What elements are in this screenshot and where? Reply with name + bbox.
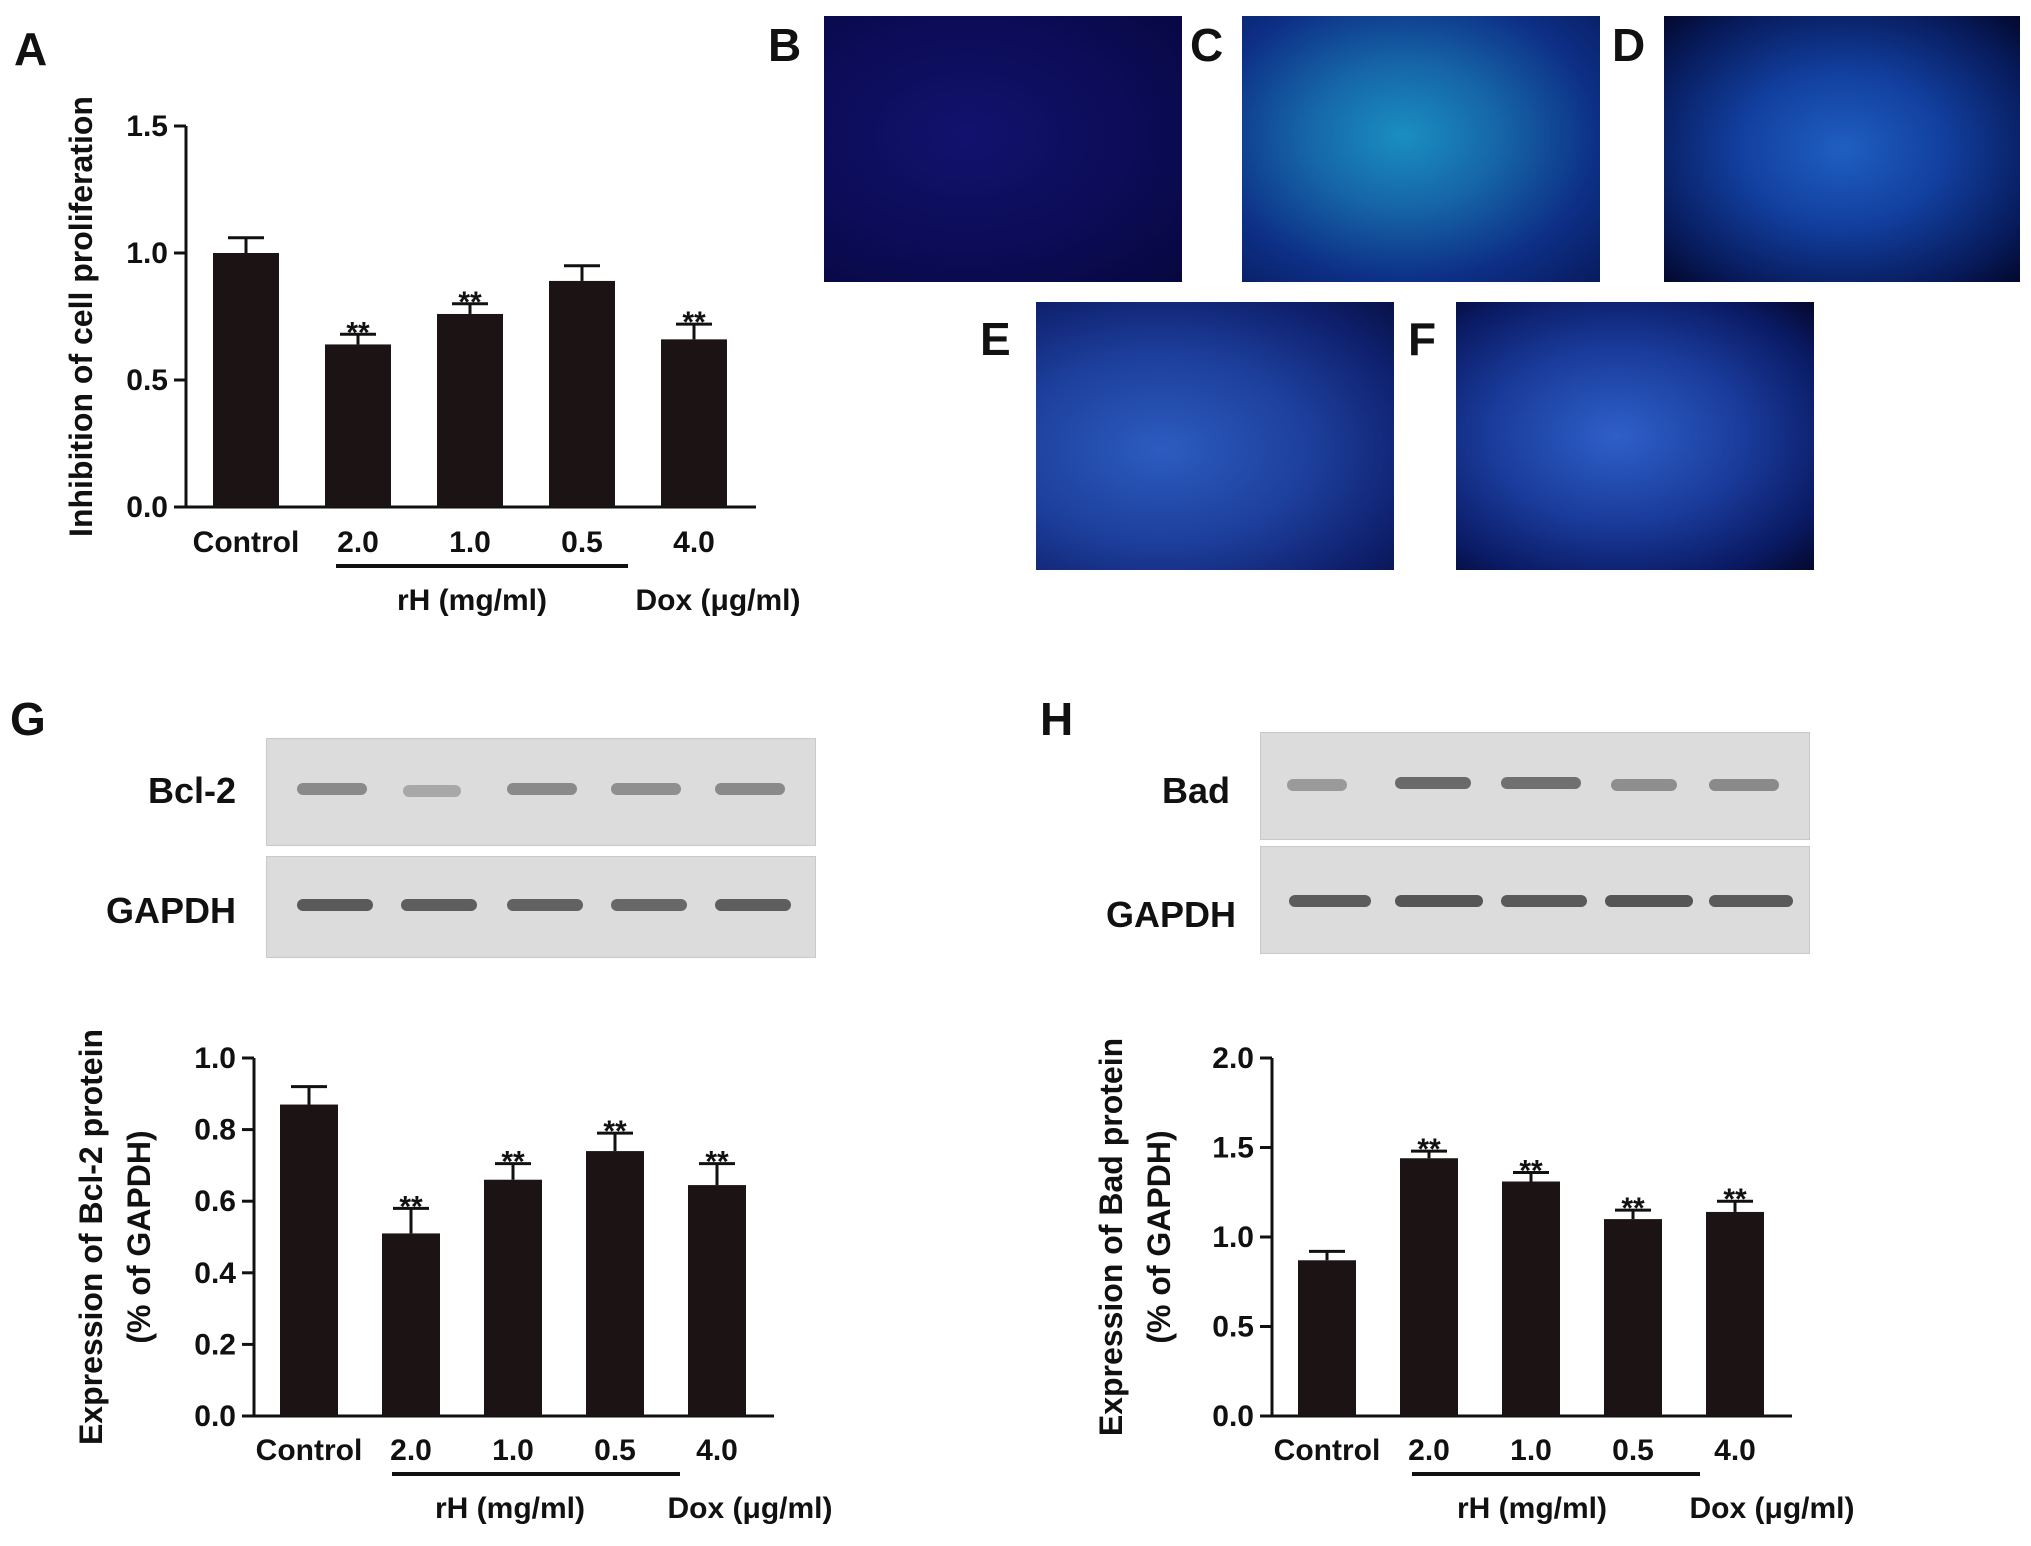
bar — [382, 1233, 440, 1416]
panel-label-g: G — [10, 693, 46, 745]
blot-h-gapdh — [1260, 846, 1810, 954]
category-label: 0.5 — [1612, 1434, 1654, 1467]
significance-label: ** — [1723, 1183, 1747, 1216]
y-tick-label: 0.0 — [1212, 1400, 1254, 1433]
y-tick-label: 1.5 — [126, 110, 168, 143]
micrograph-b — [824, 16, 1182, 282]
y-axis-label: Expression of Bad protein — [1093, 1038, 1129, 1436]
y-tick-label: 0.5 — [126, 364, 168, 397]
blot-g-gapdh — [266, 856, 816, 958]
panel-label-e: E — [980, 313, 1011, 365]
category-label: Control — [256, 1434, 363, 1467]
bar — [1400, 1158, 1458, 1416]
micrograph-e — [1036, 302, 1394, 570]
category-label: 2.0 — [390, 1434, 432, 1467]
significance-label: ** — [458, 286, 482, 319]
category-label: 4.0 — [696, 1434, 738, 1467]
category-label: Control — [193, 526, 300, 559]
y-tick-label: 0.6 — [194, 1185, 236, 1218]
significance-label: ** — [501, 1146, 525, 1179]
group-label-rh: rH (mg/ml) — [397, 584, 547, 617]
bar — [1298, 1260, 1356, 1416]
y-axis-label: Expression of Bcl-2 protein — [73, 1029, 109, 1445]
y-tick-label: 0.0 — [194, 1400, 236, 1433]
category-label: 4.0 — [673, 526, 715, 559]
panel-label-h: H — [1040, 693, 1074, 745]
significance-label: ** — [705, 1146, 729, 1179]
bar — [325, 344, 391, 507]
panel-label-f: F — [1408, 313, 1437, 365]
bar — [280, 1104, 338, 1416]
y-tick-label: 0.5 — [1212, 1311, 1254, 1344]
significance-label: ** — [603, 1115, 627, 1148]
bar — [484, 1179, 542, 1416]
micrograph-d — [1664, 16, 2020, 282]
micrograph-f — [1456, 302, 1814, 570]
panel-label-a: A — [14, 23, 48, 75]
bar — [661, 339, 727, 507]
blot-g-top-label: Bcl-2 — [147, 770, 236, 811]
chart-h: 0.0 0.5 1.0 1.5 2.0 Expression of Bad protein… — [1093, 1038, 1855, 1525]
y-axis-label: Inhibition of cell proliferation — [63, 96, 99, 537]
micrograph-c — [1242, 16, 1600, 282]
category-label: Control — [1274, 1434, 1381, 1467]
bar — [437, 313, 503, 507]
y-tick-label: 1.5 — [1212, 1132, 1254, 1165]
y-tick-label: 1.0 — [1212, 1221, 1254, 1254]
bar — [1706, 1211, 1764, 1416]
bar — [549, 280, 615, 507]
category-label: 0.5 — [594, 1434, 636, 1467]
blot-g-bcl2 — [266, 738, 816, 846]
blot-h-bottom-label: GAPDH — [1105, 894, 1236, 935]
blot-g-bottom-label: GAPDH — [105, 890, 236, 931]
chart-a: 0.0 0.5 1.0 1.5 Inhibition of cell prolifera… — [63, 96, 801, 617]
y-tick-label: 0.0 — [126, 491, 168, 524]
panel-label-d: D — [1612, 19, 1646, 71]
significance-label: ** — [1417, 1133, 1441, 1166]
group-label-dox: Dox (μg/ml) — [635, 584, 800, 617]
category-label: 1.0 — [1510, 1434, 1552, 1467]
category-label: 2.0 — [337, 526, 379, 559]
y-tick-label: 0.4 — [194, 1257, 236, 1290]
category-label: 0.5 — [561, 526, 603, 559]
group-label-rh: rH (mg/ml) — [1457, 1492, 1607, 1525]
y-tick-label: 1.0 — [126, 237, 168, 270]
category-label: 1.0 — [449, 526, 491, 559]
y-tick-label: 0.8 — [194, 1114, 236, 1147]
bar — [688, 1185, 746, 1416]
bar — [213, 253, 279, 507]
y-tick-label: 0.2 — [194, 1328, 236, 1361]
blot-h-bad — [1260, 732, 1810, 840]
y-axis-label-2: (% of GAPDH) — [1141, 1130, 1177, 1343]
bar — [586, 1151, 644, 1416]
bar — [1604, 1219, 1662, 1416]
category-label: 2.0 — [1408, 1434, 1450, 1467]
y-tick-label: 2.0 — [1212, 1042, 1254, 1075]
bar — [1502, 1181, 1560, 1416]
group-label-dox: Dox (μg/ml) — [1689, 1492, 1854, 1525]
y-axis-label-2: (% of GAPDH) — [121, 1130, 157, 1343]
group-label-rh: rH (mg/ml) — [435, 1492, 585, 1525]
significance-label: ** — [682, 306, 706, 339]
blot-h-top-label: Bad — [1161, 770, 1230, 811]
category-label: 1.0 — [492, 1434, 534, 1467]
panel-label-c: C — [1190, 19, 1224, 71]
y-tick-label: 1.0 — [194, 1042, 236, 1075]
significance-label: ** — [399, 1190, 423, 1223]
chart-g: 0.0 0.2 0.4 0.6 0.8 1.0 Expression of Bcl-2 pr… — [73, 1029, 833, 1525]
significance-label: ** — [346, 316, 370, 349]
panel-label-b: B — [768, 19, 802, 71]
category-label: 4.0 — [1714, 1434, 1756, 1467]
significance-label: ** — [1519, 1155, 1543, 1188]
significance-label: ** — [1621, 1192, 1645, 1225]
group-label-dox: Dox (μg/ml) — [667, 1492, 832, 1525]
